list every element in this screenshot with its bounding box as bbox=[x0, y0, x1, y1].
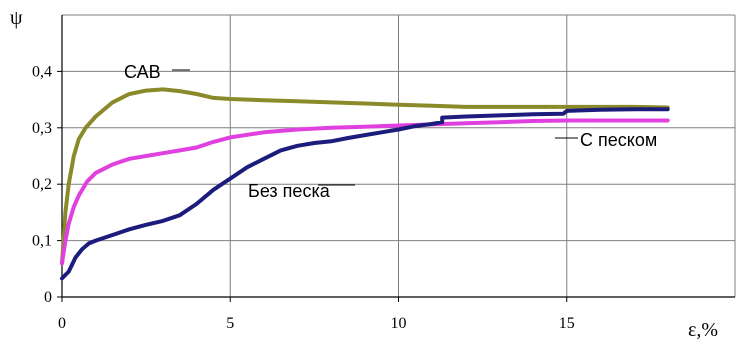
series-lines bbox=[60, 87, 670, 281]
y-tick-label: 0,4 bbox=[32, 63, 52, 80]
x-axis-title: ε,% bbox=[688, 319, 718, 341]
x-tick-label: 10 bbox=[391, 315, 407, 332]
series-label-1: С песком bbox=[580, 130, 657, 150]
series-label-0: САВ bbox=[124, 62, 161, 82]
axes bbox=[57, 15, 735, 302]
y-tick-label: 0 bbox=[44, 289, 52, 306]
y-tick-label: 0,1 bbox=[32, 233, 52, 250]
y-tick-label: 0,2 bbox=[32, 176, 52, 193]
grid bbox=[62, 14, 736, 297]
series-line-0 bbox=[60, 87, 670, 266]
series-label-2: Без песка bbox=[248, 181, 331, 201]
series-line-1 bbox=[60, 118, 670, 266]
y-axis-title: ψ bbox=[10, 7, 23, 29]
x-tick-label: 15 bbox=[559, 315, 575, 332]
x-tick-label: 5 bbox=[226, 315, 234, 332]
tick-labels: 0 0,1 0,2 0,3 0,4 0 5 10 15 bbox=[32, 63, 575, 332]
series-line-2 bbox=[60, 107, 670, 281]
series-labels: САВ С песком Без песка bbox=[124, 62, 657, 201]
y-tick-label: 0,3 bbox=[32, 120, 52, 137]
x-tick-label: 0 bbox=[58, 315, 66, 332]
